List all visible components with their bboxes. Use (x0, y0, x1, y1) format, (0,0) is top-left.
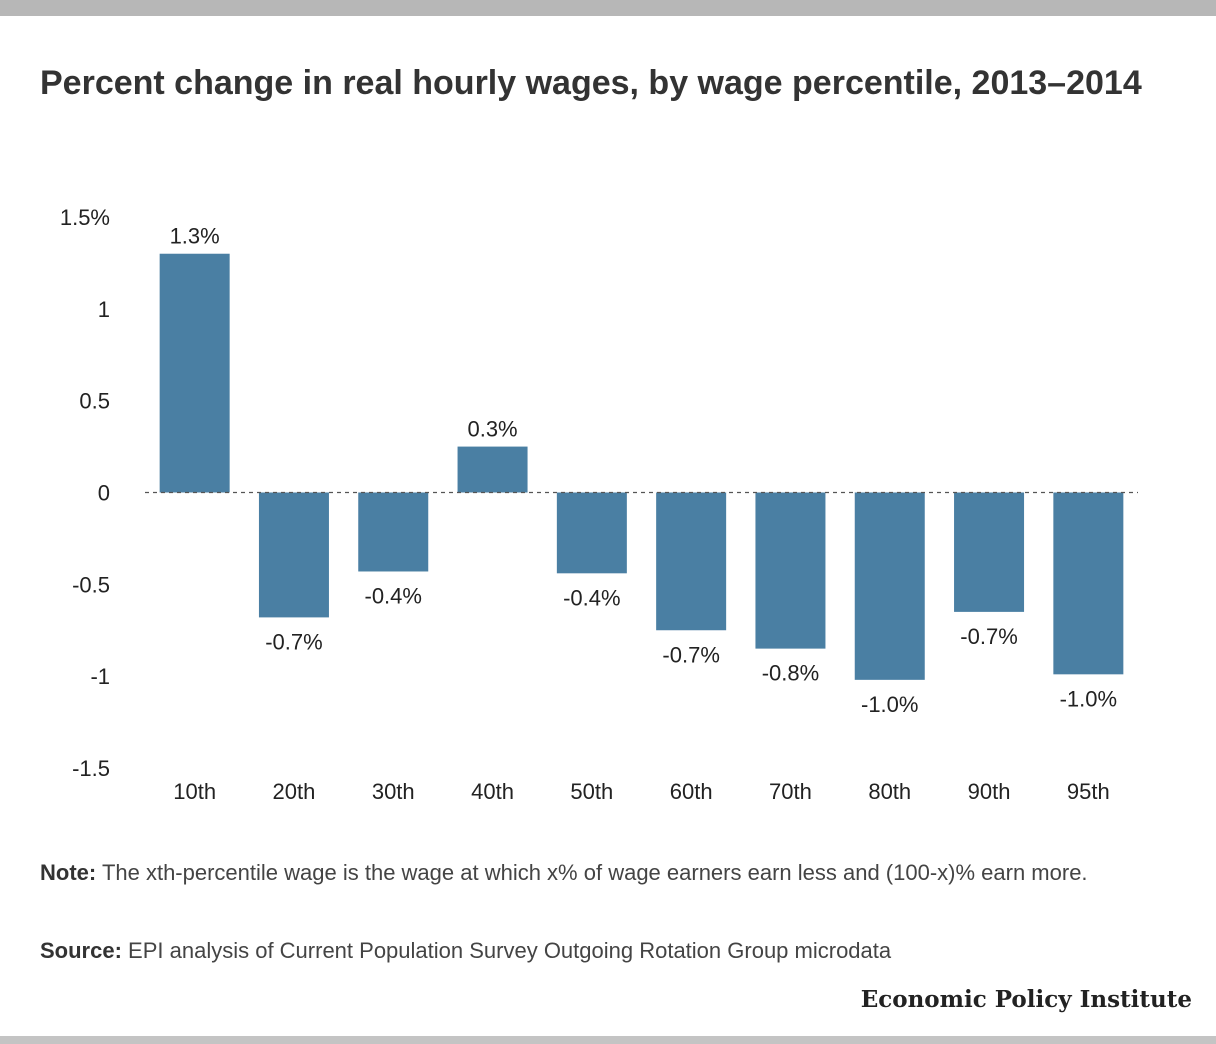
top-rule (0, 0, 1216, 16)
bar-20th (258, 492, 329, 618)
data-label: -0.8% (762, 661, 819, 686)
x-tick-label: 40th (471, 779, 514, 804)
x-tick-label: 20th (273, 779, 316, 804)
bar-70th (755, 492, 826, 649)
y-tick-label: 1 (98, 297, 110, 322)
bar-95th (1053, 492, 1124, 675)
x-tick-label: 70th (769, 779, 812, 804)
x-tick-label: 90th (968, 779, 1011, 804)
bar-40th (457, 446, 528, 493)
chart-note: Note: The xth-percentile wage is the wag… (40, 856, 1170, 889)
data-label: -0.4% (563, 585, 620, 610)
y-tick-label: -1.5 (72, 756, 110, 781)
bar-80th (854, 492, 925, 680)
data-label: -0.7% (662, 642, 719, 667)
data-label: -0.7% (265, 629, 322, 654)
source-label: Source: (40, 938, 122, 963)
note-text: The xth-percentile wage is the wage at w… (101, 860, 1088, 885)
y-tick-label: 1.5% (60, 205, 110, 230)
y-tick-label: 0.5 (79, 389, 110, 414)
chart-source: Source: EPI analysis of Current Populati… (40, 934, 1170, 967)
bar-60th (656, 492, 727, 631)
x-tick-label: 10th (173, 779, 216, 804)
bars (145, 253, 1138, 680)
data-label: 0.3% (467, 417, 517, 442)
source-text: EPI analysis of Current Population Surve… (128, 938, 892, 963)
bar-90th (954, 492, 1025, 612)
x-tick-label: 30th (372, 779, 415, 804)
data-label: -1.0% (1060, 686, 1117, 711)
data-labels: 1.3% -0.7% -0.4% 0.3% -0.4% -0.7% -0.8% -1.0% -0… (170, 224, 1118, 717)
y-tick-label: 0 (98, 481, 110, 506)
y-tick-label: -1 (90, 664, 110, 689)
data-label: 1.3% (170, 224, 220, 249)
data-label: -1.0% (861, 692, 918, 717)
y-tick-label: -0.5 (72, 572, 110, 597)
data-label: -0.7% (960, 624, 1017, 649)
bottom-rule (0, 1036, 1216, 1044)
x-tick-label: 95th (1067, 779, 1110, 804)
data-label: -0.4% (365, 583, 422, 608)
x-tick-label: 50th (570, 779, 613, 804)
note-label: Note: (40, 860, 97, 885)
bar-chart: 1.5% 1 0.5 0 -0.5 -1 -1.5 1.3% -0.7% -0.4% 0.3% -0… (60, 205, 1138, 804)
x-tick-label: 80th (868, 779, 911, 804)
chart-title: Percent change in real hourly wages, by … (40, 64, 1142, 102)
bar-50th (556, 492, 627, 574)
brand-logo-text: Economic Policy Institute (860, 986, 1192, 1013)
bar-30th (358, 492, 429, 572)
bar-10th (159, 253, 230, 493)
y-axis: 1.5% 1 0.5 0 -0.5 -1 -1.5 (60, 205, 110, 781)
x-tick-label: 60th (670, 779, 713, 804)
x-axis: 10th 20th 30th 40th 50th 60th 70th 80th 90th 95th (173, 779, 1110, 804)
